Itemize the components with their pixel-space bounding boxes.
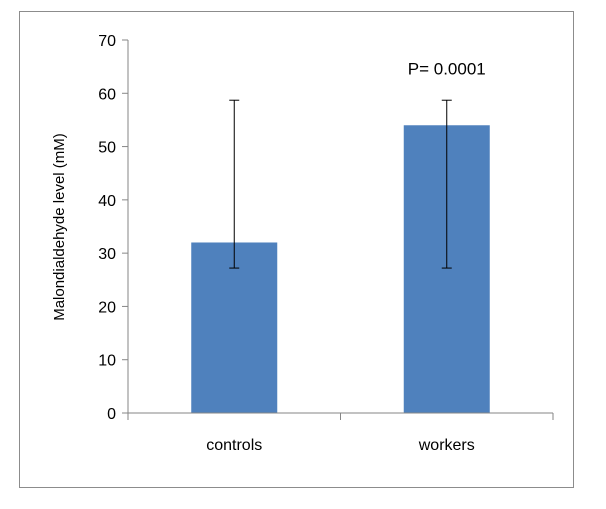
y-tick-label: 10 — [98, 353, 116, 370]
y-axis-title: Malondialdehyde level (mM) — [51, 133, 68, 321]
y-tick-label: 20 — [98, 299, 116, 316]
x-tick-labels: controls workers — [206, 437, 475, 454]
y-tick-label: 40 — [98, 193, 116, 210]
error-bars — [229, 99, 452, 269]
x-tick-label: workers — [418, 437, 475, 454]
annotations: P= 0.0001 — [408, 60, 486, 79]
y-tick-label: 50 — [98, 140, 116, 157]
y-tick-label: 60 — [98, 86, 116, 103]
bar-controls — [191, 242, 278, 413]
bars — [191, 125, 490, 413]
axis-ticks — [122, 39, 554, 420]
p-value-annotation: P= 0.0001 — [408, 60, 486, 79]
y-tick-labels: 0 10 20 30 40 50 60 70 — [98, 33, 116, 423]
x-tick-label: controls — [206, 437, 262, 454]
y-tick-label: 70 — [98, 33, 116, 50]
y-tick-label: 30 — [98, 246, 116, 263]
y-tick-label: 0 — [107, 406, 116, 423]
